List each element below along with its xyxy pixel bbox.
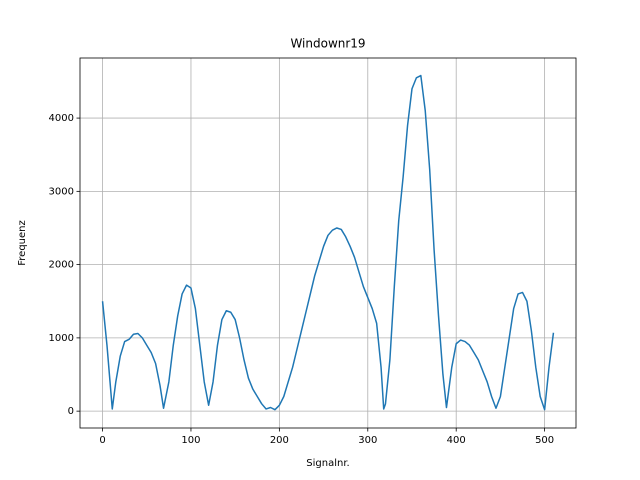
axes-frame [79,57,577,429]
y-tick-label: 4000 [49,113,74,124]
chart-title: Windownr19 [290,37,365,51]
y-tick-label: 2000 [49,260,74,271]
x-tick-label: 300 [358,435,377,446]
data-line [101,74,555,411]
x-tick-label: 0 [99,435,105,446]
y-tick-label: 3000 [49,186,74,197]
x-tick-label: 500 [535,435,554,446]
x-tick-label: 200 [270,435,289,446]
x-tick-label: 100 [181,435,200,446]
y-tick-label: 1000 [49,333,74,344]
y-axis-label: Frequenz [17,220,28,266]
x-axis-label: Signalnr. [306,458,349,469]
y-tick-label: 0 [68,406,74,417]
x-tick-label: 400 [447,435,466,446]
